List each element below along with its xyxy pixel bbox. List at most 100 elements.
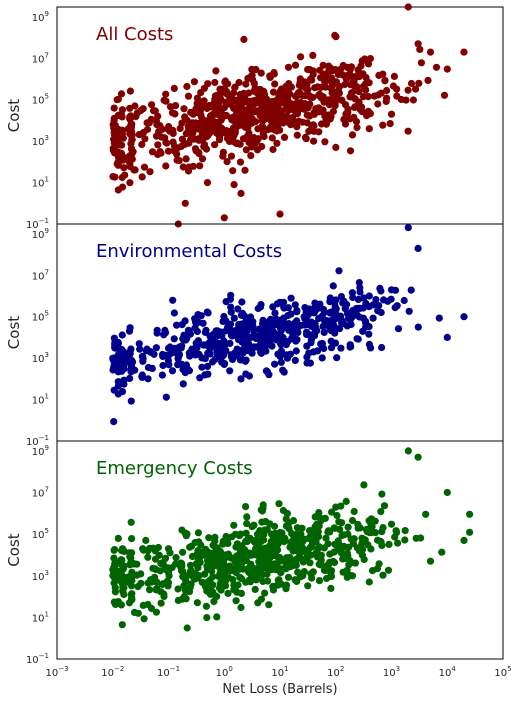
data-point bbox=[248, 523, 256, 531]
y-tick-label: 10−1 bbox=[26, 652, 49, 666]
data-point bbox=[335, 518, 343, 526]
data-point bbox=[291, 534, 299, 542]
data-point bbox=[137, 106, 145, 115]
data-point bbox=[320, 544, 328, 552]
data-point bbox=[162, 393, 170, 401]
data-point bbox=[157, 599, 165, 607]
data-point bbox=[342, 75, 351, 83]
data-point bbox=[159, 361, 167, 370]
data-point bbox=[111, 588, 119, 596]
data-point bbox=[404, 3, 412, 11]
data-point bbox=[203, 308, 211, 316]
data-point bbox=[381, 77, 389, 85]
data-point bbox=[138, 372, 146, 380]
data-point bbox=[291, 301, 299, 309]
data-point bbox=[127, 113, 135, 121]
x-tick-label: 10−2 bbox=[101, 665, 124, 679]
data-point bbox=[118, 113, 126, 121]
data-point bbox=[185, 126, 193, 134]
data-point bbox=[360, 481, 368, 489]
data-point bbox=[303, 111, 311, 119]
data-point bbox=[414, 453, 422, 461]
panel-title: All Costs bbox=[96, 24, 173, 45]
data-point bbox=[196, 107, 204, 115]
data-point bbox=[230, 314, 238, 322]
data-point bbox=[426, 557, 435, 565]
data-point bbox=[203, 179, 212, 187]
data-point bbox=[270, 560, 279, 568]
data-point bbox=[253, 543, 261, 552]
data-point bbox=[350, 103, 359, 112]
data-point bbox=[279, 506, 287, 515]
data-point bbox=[354, 295, 362, 303]
data-point bbox=[412, 534, 420, 542]
data-point bbox=[344, 105, 352, 113]
y-tick-label: 101 bbox=[32, 176, 49, 190]
data-point bbox=[119, 565, 127, 573]
data-point bbox=[202, 545, 210, 553]
y-tick-label: 109 bbox=[32, 444, 49, 458]
data-point bbox=[243, 513, 251, 521]
data-point bbox=[327, 344, 336, 352]
data-point bbox=[211, 141, 219, 149]
data-point bbox=[157, 559, 165, 568]
data-point bbox=[193, 599, 201, 607]
data-point bbox=[182, 155, 190, 163]
data-point bbox=[224, 589, 232, 598]
data-point bbox=[260, 545, 268, 553]
data-point bbox=[232, 139, 240, 148]
data-point bbox=[114, 149, 122, 157]
data-point bbox=[162, 90, 170, 98]
data-point bbox=[183, 624, 191, 632]
data-point bbox=[166, 127, 174, 135]
data-point bbox=[111, 337, 119, 345]
data-point bbox=[237, 575, 246, 583]
data-point bbox=[409, 96, 417, 104]
data-point bbox=[209, 581, 217, 589]
data-point bbox=[127, 397, 135, 405]
data-point bbox=[173, 321, 181, 329]
data-point bbox=[173, 156, 181, 164]
data-point bbox=[379, 70, 387, 78]
data-point bbox=[203, 104, 211, 113]
data-point bbox=[343, 322, 351, 330]
data-point bbox=[293, 131, 301, 139]
data-point bbox=[232, 114, 240, 122]
data-point bbox=[247, 72, 256, 80]
y-axis-label: Cost bbox=[5, 316, 23, 349]
data-point bbox=[319, 106, 327, 114]
data-point bbox=[269, 316, 277, 324]
data-point bbox=[180, 582, 188, 590]
data-point bbox=[328, 508, 336, 516]
data-point bbox=[261, 564, 269, 572]
data-point bbox=[359, 314, 367, 322]
data-point bbox=[236, 158, 245, 166]
data-point bbox=[199, 551, 207, 559]
data-point bbox=[271, 80, 279, 88]
data-point bbox=[126, 553, 134, 561]
data-point bbox=[209, 573, 217, 581]
data-point bbox=[203, 362, 212, 370]
data-point bbox=[131, 366, 139, 374]
data-point bbox=[310, 122, 318, 130]
data-point bbox=[282, 118, 290, 126]
data-point bbox=[204, 370, 212, 378]
data-point bbox=[110, 124, 118, 132]
panel-title: Environmental Costs bbox=[96, 241, 282, 262]
data-point bbox=[401, 536, 409, 544]
data-point bbox=[215, 136, 224, 144]
data-point bbox=[369, 314, 377, 322]
data-point bbox=[422, 510, 430, 518]
data-point bbox=[183, 116, 191, 124]
data-point bbox=[237, 530, 245, 538]
data-point bbox=[261, 589, 269, 597]
data-point bbox=[117, 90, 126, 98]
data-point bbox=[259, 577, 267, 586]
data-point bbox=[242, 340, 250, 348]
data-point bbox=[438, 548, 446, 556]
data-point bbox=[217, 586, 225, 594]
data-point bbox=[160, 96, 168, 104]
y-tick-label: 103 bbox=[32, 569, 49, 583]
data-point bbox=[224, 550, 232, 558]
data-point bbox=[190, 78, 198, 86]
